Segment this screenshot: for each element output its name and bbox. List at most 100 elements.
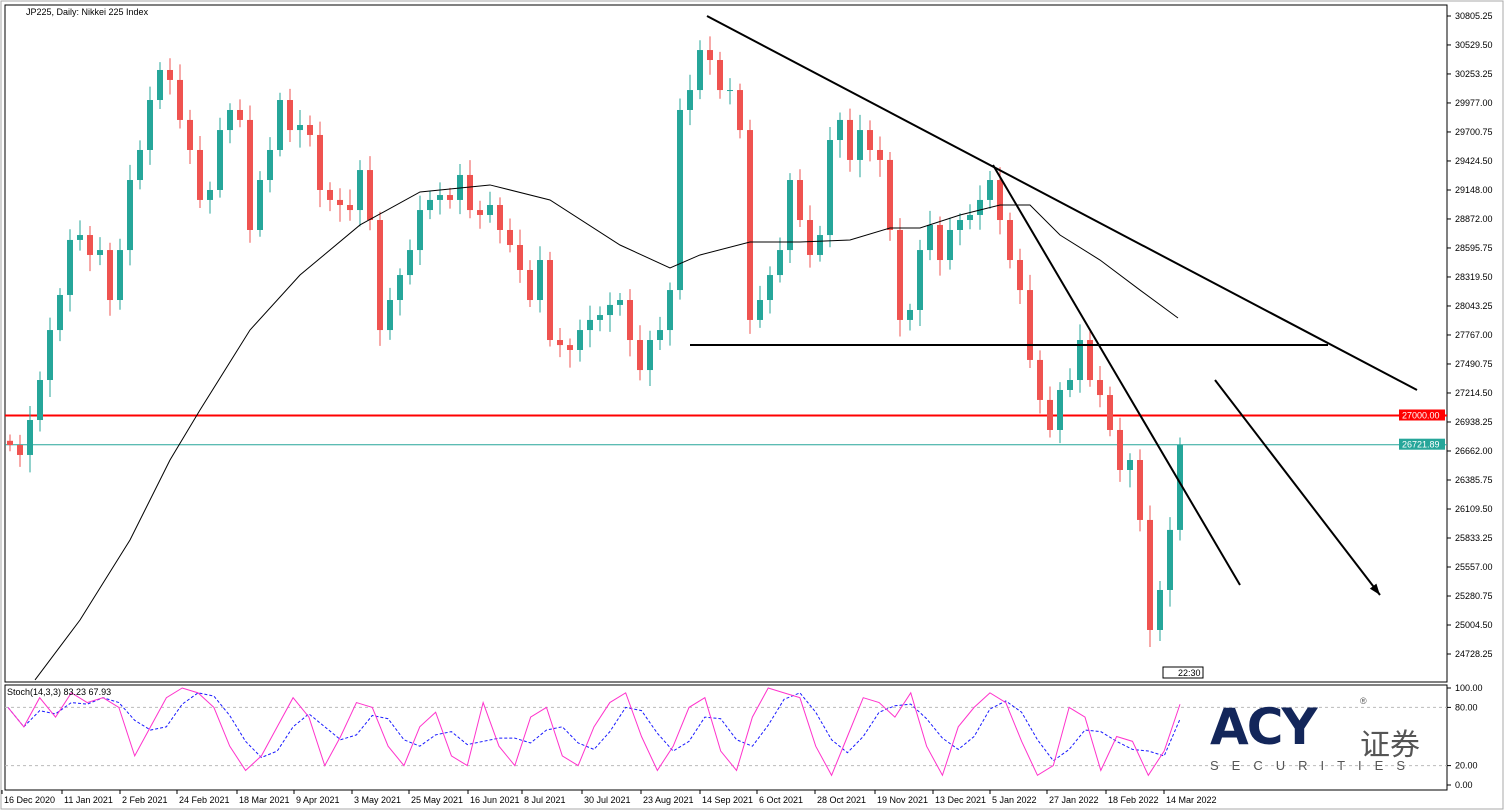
candle-body	[87, 235, 93, 255]
y-tick-label: 29148.00	[1455, 185, 1493, 195]
candle-body	[267, 149, 273, 181]
candle-body	[1057, 389, 1063, 430]
chart-title: JP225, Daily: Nikkei 225 Index	[26, 7, 149, 17]
candle-body	[867, 130, 873, 150]
candle-body	[527, 269, 533, 301]
candle-body	[567, 345, 573, 350]
candle-body	[337, 199, 343, 206]
stoch-y-label: 20.00	[1455, 761, 1478, 771]
candle-body	[557, 340, 563, 346]
x-tick-label: 14 Sep 2021	[702, 795, 753, 805]
candle-body	[617, 300, 623, 305]
candle-body	[787, 180, 793, 251]
candle-body	[747, 130, 753, 320]
candle-body	[647, 340, 653, 371]
candle-body	[857, 130, 863, 160]
stoch-y-label: 0.00	[1455, 780, 1473, 790]
y-tick-label: 28595.75	[1455, 243, 1493, 253]
candle-body	[127, 180, 133, 251]
candle-body	[887, 159, 893, 230]
candle-body	[697, 50, 703, 91]
y-tick-label: 30805.25	[1455, 11, 1493, 21]
stochastic-pane-frame	[4, 684, 1448, 791]
y-tick-label: 30253.25	[1455, 69, 1493, 79]
candle-body	[1127, 460, 1133, 470]
trendline-steep-downtrend	[992, 164, 1241, 586]
candle-body	[737, 90, 743, 131]
y-tick-label: 25280.75	[1455, 591, 1493, 601]
logo-registered: ®	[1360, 696, 1367, 706]
candle-body	[767, 275, 773, 301]
candle-body	[1027, 290, 1033, 360]
candle-body	[207, 189, 213, 200]
x-tick-label: 24 Feb 2021	[179, 795, 230, 805]
candle-body	[157, 69, 163, 101]
candle-body	[607, 304, 613, 316]
y-tick-label: 26109.50	[1455, 504, 1493, 514]
acy-logo: ACY ® 证券 SECURITIES	[1210, 696, 1430, 778]
x-tick-label: 16 Jun 2021	[470, 795, 520, 805]
y-tick-label: 28872.00	[1455, 214, 1493, 224]
candle-body	[1067, 380, 1073, 390]
candle-body	[247, 119, 253, 230]
x-tick-label: 2 Feb 2021	[122, 795, 168, 805]
candle-body	[817, 235, 823, 255]
candle-body	[907, 309, 913, 320]
candle-body	[237, 109, 243, 120]
candle-body	[327, 189, 333, 200]
candle-body	[477, 210, 483, 215]
x-tick-label: 25 May 2021	[411, 795, 463, 805]
forecast-arrow-head	[1369, 583, 1380, 596]
candle-body	[947, 229, 953, 261]
stoch-k-line	[7, 687, 1181, 777]
candle-body	[667, 290, 673, 331]
y-tick-label: 29977.00	[1455, 98, 1493, 108]
candle-body	[897, 229, 903, 320]
y-tick-label: 27767.00	[1455, 330, 1493, 340]
x-tick-label: 27 Jan 2022	[1049, 795, 1099, 805]
candle-body	[1037, 359, 1043, 400]
candle-body	[367, 170, 373, 221]
y-tick-label: 29700.75	[1455, 127, 1493, 137]
candle-body	[1147, 519, 1153, 630]
candle-body	[807, 220, 813, 255]
candle-body	[297, 125, 303, 131]
candle-body	[917, 250, 923, 310]
candle-body	[507, 229, 513, 246]
candle-body	[277, 100, 283, 150]
candle-body	[227, 109, 233, 131]
candle-body	[387, 300, 393, 331]
logo-cn: 证券	[1360, 729, 1420, 762]
candle-body	[1017, 260, 1023, 291]
candle-body	[957, 220, 963, 230]
stochastic-label: Stoch(14,3,3) 83.23 67.93	[7, 687, 112, 697]
candle-body	[467, 174, 473, 211]
candle-body	[837, 119, 843, 141]
candle-body	[517, 245, 523, 270]
trendline-long-downtrend	[706, 15, 1418, 391]
candle-body	[727, 90, 733, 92]
level-price-tag	[1399, 409, 1445, 421]
x-tick-label: 5 Jan 2022	[992, 795, 1037, 805]
candle-body	[707, 50, 713, 61]
x-tick-label: 28 Oct 2021	[817, 795, 866, 805]
level-price-label: 27000.00	[1402, 410, 1440, 420]
candle-body	[497, 205, 503, 230]
candle-body	[97, 250, 103, 255]
y-tick-label: 26385.75	[1455, 475, 1493, 485]
candle-body	[1047, 399, 1053, 430]
candle-body	[1107, 395, 1113, 430]
candle-body	[717, 60, 723, 91]
time-marker-box	[1162, 666, 1204, 679]
y-tick-label: 26938.25	[1455, 417, 1493, 427]
candle-body	[287, 100, 293, 131]
current-price-label: 26721.89	[1402, 440, 1440, 450]
candle-body	[997, 180, 1003, 221]
candle-body	[1007, 220, 1013, 261]
candle-body	[117, 250, 123, 301]
candle-body	[177, 79, 183, 120]
candle-body	[1077, 340, 1083, 381]
